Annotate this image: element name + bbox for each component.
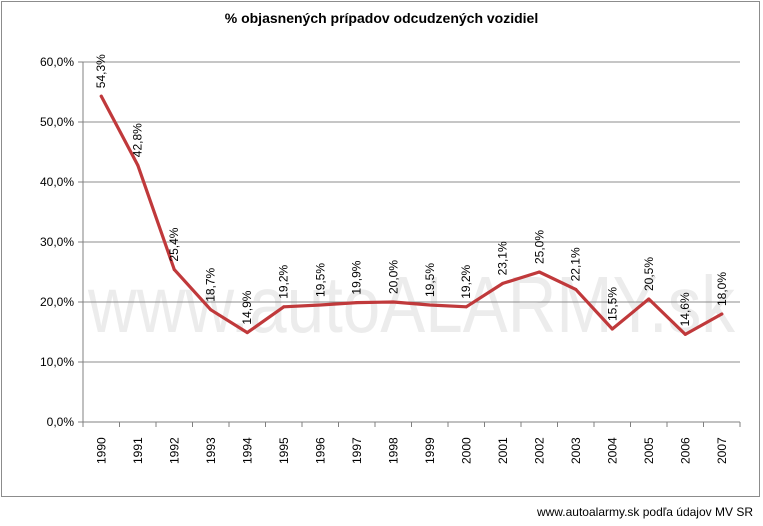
x-tick-label: 1997	[350, 437, 364, 464]
y-tick-label: 30,0%	[40, 235, 74, 249]
line-chart: www.autoALARMY.sk 0,0%10,0%20,0%30,0%40,…	[40, 54, 741, 464]
source-note: www.autoalarmy.sk podľa údajov MV SR	[536, 505, 753, 519]
x-tick-label: 2001	[496, 437, 510, 464]
data-point	[136, 163, 140, 167]
data-label: 19,5%	[313, 263, 327, 297]
x-tick-label: 2006	[678, 437, 692, 464]
x-tick-label: 1999	[423, 437, 437, 464]
data-label: 42,8%	[131, 123, 145, 157]
data-label: 19,2%	[277, 264, 291, 298]
x-tick-label: 2004	[605, 437, 619, 464]
data-point	[647, 297, 651, 301]
x-tick-label: 2003	[569, 437, 583, 464]
data-point	[464, 305, 468, 309]
x-tick-label: 1991	[131, 437, 145, 464]
x-tick-label: 1996	[313, 437, 327, 464]
data-point	[209, 308, 213, 312]
data-point	[318, 303, 322, 307]
data-point	[720, 312, 724, 316]
data-label: 19,2%	[459, 264, 473, 298]
data-label: 15,5%	[605, 287, 619, 321]
y-tick-label: 10,0%	[40, 355, 74, 369]
data-point	[610, 327, 614, 331]
data-label: 19,5%	[423, 263, 437, 297]
data-label: 22,1%	[569, 247, 583, 281]
data-label: 25,0%	[532, 230, 546, 264]
chart-frame: www.autoALARMY.sk 0,0% 10,0% 20,0% 30,0% 40,…	[1, 1, 760, 497]
x-tick-label: 1993	[204, 437, 218, 464]
series-line	[99, 94, 724, 336]
data-label: 20,0%	[386, 260, 400, 294]
data-label: 14,6%	[678, 292, 692, 326]
data-label: 20,5%	[642, 257, 656, 291]
data-point	[391, 300, 395, 304]
x-tick-label: 1994	[240, 437, 254, 464]
x-tick-label: 1995	[277, 437, 291, 464]
chart-title: % objasnených prípadov odcudzených vozid…	[224, 10, 539, 26]
data-label: 14,9%	[240, 290, 254, 324]
data-label: 18,7%	[204, 267, 218, 301]
data-label: 23,1%	[496, 241, 510, 275]
data-point	[574, 287, 578, 291]
data-label: 54,3%	[94, 54, 108, 88]
x-tick-label: 1990	[94, 437, 108, 464]
y-tick-label: 50,0%	[40, 115, 74, 129]
data-point	[355, 301, 359, 305]
data-point	[501, 281, 505, 285]
data-point	[537, 270, 541, 274]
data-point	[245, 331, 249, 335]
x-tick-label: 2002	[532, 437, 546, 464]
data-label: 25,4%	[167, 227, 181, 261]
y-tick-label: 20,0%	[40, 295, 74, 309]
data-point	[428, 303, 432, 307]
y-tick-label: 40,0%	[40, 175, 74, 189]
x-tick-label: 2000	[459, 437, 473, 464]
y-tick-label: 0,0%	[47, 415, 75, 429]
x-tick-label: 2005	[642, 437, 656, 464]
data-label: 18,0%	[715, 272, 729, 306]
x-tick-label: 2007	[715, 437, 729, 464]
data-point	[99, 94, 103, 98]
data-point	[172, 268, 176, 272]
y-tick-label: 60,0%	[40, 55, 74, 69]
x-tick-label: 1998	[386, 437, 400, 464]
data-point	[683, 332, 687, 336]
data-label: 19,9%	[350, 260, 364, 294]
data-point	[282, 305, 286, 309]
x-tick-label: 1992	[167, 437, 181, 464]
